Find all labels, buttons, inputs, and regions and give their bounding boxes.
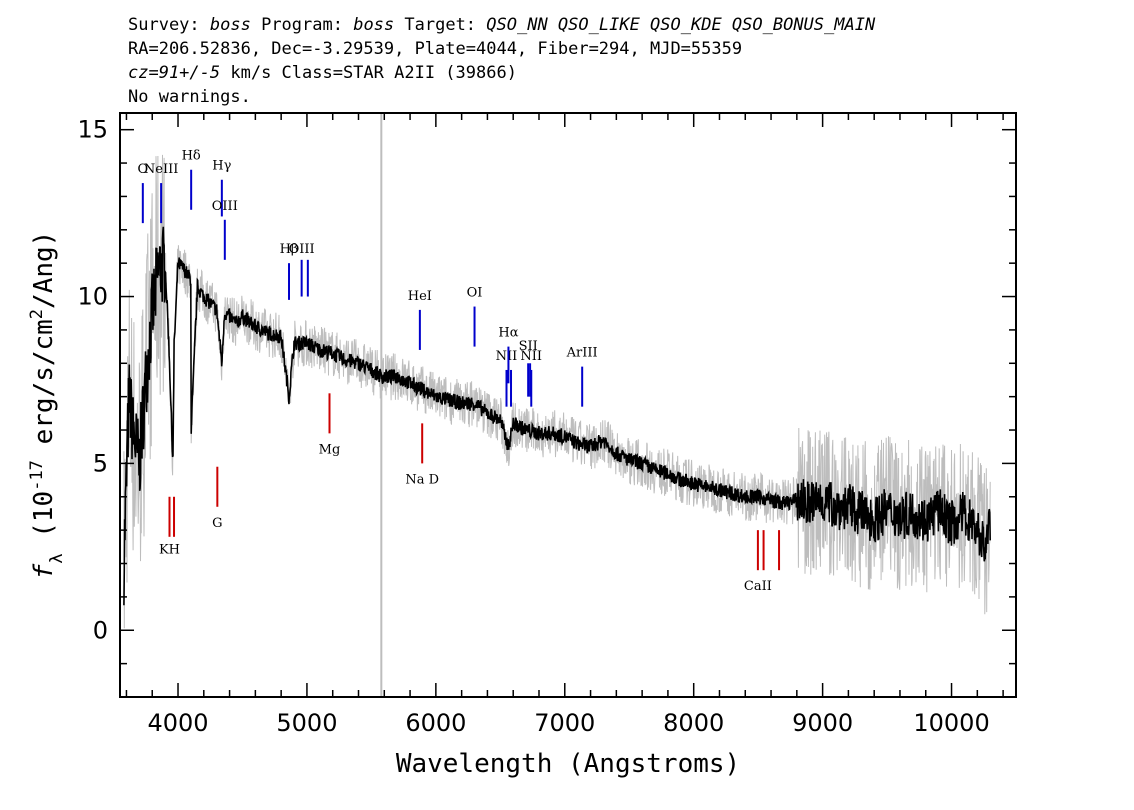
x-axis-label: Wavelength (Angstroms)	[396, 749, 740, 779]
x-tick-label: 9000	[792, 709, 853, 737]
emission-line-label: NII	[496, 349, 518, 364]
x-tick-label: 5000	[276, 709, 337, 737]
emission-line-label: SII	[519, 339, 538, 354]
absorption-line-label: Na D	[405, 472, 439, 487]
absorption-line-label: KH	[159, 543, 180, 558]
header-survey-part: QSO_NN QSO_LIKE QSO_KDE QSO_BONUS_MAIN	[486, 15, 876, 35]
error-series-line	[123, 154, 991, 629]
axis-tick-labels: 4000 5000 6000 7000 8000 9000 10000 0 5 10 15	[77, 116, 989, 737]
x-tick-label: 8000	[663, 709, 724, 737]
y-axis-label-part: (10	[29, 491, 59, 554]
x-tick-label: 6000	[405, 709, 466, 737]
flux-series-line	[123, 226, 991, 606]
y-axis-label-part: -17	[27, 460, 47, 491]
emission-line-label: O	[137, 162, 148, 177]
error-layer	[123, 154, 991, 629]
plot-frame	[119, 112, 1017, 698]
axis-ticks	[120, 113, 1016, 697]
emission-line-label: NII	[520, 349, 542, 364]
emission-line-label: Hδ	[182, 149, 201, 164]
header-class-part: km/s Class=STAR A2II (39866)	[220, 63, 517, 83]
header-survey-part: boss	[210, 15, 251, 35]
y-axis-label-part: /Ang)	[29, 231, 59, 309]
absorption-line-label: Mg	[319, 442, 341, 457]
y-axis-label-part: λ	[47, 553, 67, 563]
y-tick-label: 15	[77, 116, 108, 144]
x-tick-label: 4000	[147, 709, 208, 737]
y-axis-label-part: f	[29, 563, 59, 579]
emission-line-label: OI	[467, 286, 483, 301]
x-tick-label: 10000	[913, 709, 989, 737]
y-tick-label: 0	[93, 616, 108, 644]
emission-line-label: Hβ	[280, 242, 299, 257]
emission-line-label: NeIII	[144, 162, 178, 177]
absorption-line-label: G	[212, 516, 222, 531]
emission-line-label: Hα	[498, 326, 518, 341]
header-line-survey: Survey: boss Program: boss Target: QSO_N…	[128, 15, 876, 35]
y-tick-label: 5	[93, 449, 108, 477]
y-axis-label-part: erg/s/cm	[29, 319, 59, 460]
y-axis-label: fλ (10-17 erg/s/cm2/Ang)	[27, 231, 67, 580]
header-line-warnings: No warnings.	[128, 87, 251, 107]
header-survey-part: Target:	[394, 15, 486, 35]
x-tick-label: 7000	[534, 709, 595, 737]
emission-line-label: OIII	[289, 242, 315, 257]
y-tick-label: 10	[77, 283, 108, 311]
header-survey-part: Survey:	[128, 15, 210, 35]
header-class-part: cz=91+/-5	[128, 63, 220, 83]
header-line-coordinates: RA=206.52836, Dec=-3.29539, Plate=4044, …	[128, 39, 742, 59]
emission-line-label: ArIII	[566, 346, 598, 361]
y-axis-label-part: 2	[27, 309, 47, 319]
header-line-class: cz=91+/-5 km/s Class=STAR A2II (39866)	[128, 63, 517, 83]
flux-layer	[123, 226, 991, 606]
header-survey-part: boss	[353, 15, 394, 35]
header-survey-part: Program:	[251, 15, 353, 35]
emission-line-label: HeI	[408, 289, 432, 304]
emission-line-label: Hγ	[212, 159, 231, 174]
emission-line-label: OIII	[212, 199, 238, 214]
absorption-line-label: CaII	[744, 579, 772, 594]
